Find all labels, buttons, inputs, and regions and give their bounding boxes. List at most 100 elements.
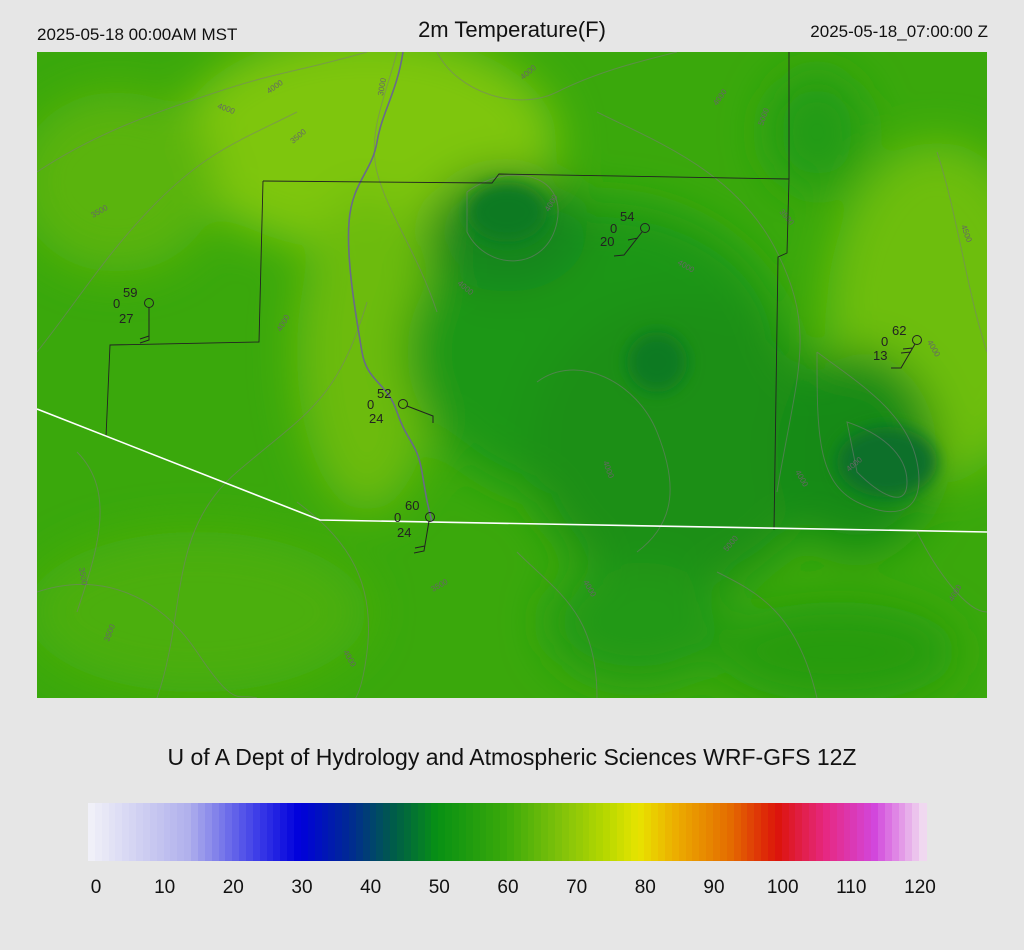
colorbar-segment xyxy=(239,803,247,861)
colorbar-segment xyxy=(314,803,323,861)
valid-time-utc: 2025-05-18_07:00:00 Z xyxy=(810,22,988,41)
station-plots: 59 0 27 54 0 20 52 0 24 60 0 24 xyxy=(113,209,922,554)
colorbar-segment xyxy=(884,803,893,861)
station-plot: 59 0 27 xyxy=(113,285,154,344)
colorbar-segment xyxy=(88,803,96,861)
colorbar-segment xyxy=(321,803,329,861)
colorbar-segment xyxy=(507,803,515,861)
station-marker-icon xyxy=(398,399,408,409)
wind-barb-icon xyxy=(139,307,150,344)
colorbar-segment xyxy=(774,803,783,861)
colorbar-segment xyxy=(218,803,226,861)
colorbar-segment xyxy=(266,803,275,861)
colorbar-segment xyxy=(726,803,735,861)
colorbar-segment xyxy=(136,803,144,861)
colorbar-segment xyxy=(438,803,446,861)
colorbar-segment xyxy=(225,803,233,861)
colorbar-segment xyxy=(871,803,879,861)
colorbar-tick: 20 xyxy=(222,877,244,898)
colorbar-segment xyxy=(142,803,151,861)
colorbar-segment xyxy=(527,803,536,861)
colorbar-segment xyxy=(658,803,666,861)
colorbar-tick: 80 xyxy=(634,877,656,898)
colorbar-segment xyxy=(349,803,357,861)
colorbar-tick: 100 xyxy=(766,877,799,898)
colorbar-segment xyxy=(651,803,659,861)
colorbar-segment xyxy=(637,803,645,861)
station-dewpoint: 27 xyxy=(119,311,133,326)
colorbar-segment xyxy=(568,803,577,861)
colorbar-segment xyxy=(850,803,858,861)
colorbar-segment xyxy=(829,803,838,861)
colorbar-segment xyxy=(905,803,913,861)
county-boundaries xyxy=(105,52,790,531)
colorbar-segment xyxy=(575,803,584,861)
colorbar-segment xyxy=(328,803,336,861)
station-precip: 0 xyxy=(113,296,120,311)
colorbar-segment xyxy=(417,803,426,861)
colorbar-tick: 120 xyxy=(904,877,936,898)
colorbar-segment xyxy=(891,803,900,861)
colorbar-tick: 0 xyxy=(90,877,102,898)
colorbar-segment xyxy=(699,803,707,861)
colorbar-segment xyxy=(623,803,632,861)
station-dewpoint: 24 xyxy=(369,411,383,426)
colorbar-segment xyxy=(781,803,790,861)
colorbar-segment xyxy=(197,803,206,861)
colorbar-segment xyxy=(678,803,687,861)
colorbar-segment xyxy=(898,803,906,861)
station-temp: 60 xyxy=(405,498,419,513)
station-precip: 0 xyxy=(610,221,617,236)
station-plot: 52 0 24 xyxy=(367,386,434,426)
colorbar-segment xyxy=(555,803,563,861)
colorbar-segment xyxy=(548,803,556,861)
colorbar-segment xyxy=(184,803,192,861)
colorbar-segment xyxy=(795,803,803,861)
station-marker-icon xyxy=(912,335,922,345)
station-plot: 60 0 24 xyxy=(394,498,435,554)
colorbar-segment xyxy=(836,803,845,861)
colorbar-segment xyxy=(706,803,714,861)
contour-label: 3500 xyxy=(77,567,89,587)
station-temp: 62 xyxy=(892,323,906,338)
wind-barb-icon xyxy=(406,405,434,423)
colorbar-segment xyxy=(472,803,481,861)
temperature-field xyxy=(37,52,987,698)
colorbar-segment xyxy=(610,803,618,861)
colorbar-segment xyxy=(94,803,103,861)
colorbar-segment xyxy=(204,803,213,861)
colorbar-segment xyxy=(335,803,343,861)
station-marker-icon xyxy=(640,223,650,233)
colorbar-segment xyxy=(403,803,412,861)
contour-label: 3000 xyxy=(376,77,388,97)
colorbar-segment xyxy=(115,803,123,861)
colorbar-segment xyxy=(754,803,762,861)
colorbar-segment xyxy=(458,803,467,861)
colorbar-tick: 30 xyxy=(291,877,313,898)
colorbar-segment xyxy=(101,803,110,861)
station-precip: 0 xyxy=(881,334,888,349)
station-plot: 62 0 13 xyxy=(873,323,922,369)
colorbar-segment xyxy=(740,803,748,861)
colorbar-segment xyxy=(445,803,453,861)
colorbar-segment xyxy=(534,803,542,861)
station-dewpoint: 24 xyxy=(397,525,411,540)
colorbar-segment xyxy=(307,803,316,861)
colorbar-segment xyxy=(280,803,288,861)
station-temp: 59 xyxy=(123,285,137,300)
colorbar-tick: 50 xyxy=(428,877,450,898)
colorbar-segment xyxy=(486,803,494,861)
colorbar-segment xyxy=(513,803,522,861)
terrain-contours xyxy=(37,52,987,698)
map-title: 2m Temperature(F) xyxy=(418,17,606,42)
colorbar-segment xyxy=(541,803,549,861)
colorbar-segment xyxy=(355,803,364,861)
colorbar-segment xyxy=(857,803,865,861)
colorbar-segment xyxy=(362,803,371,861)
colorbar-segment xyxy=(912,803,920,861)
colorbar-segment xyxy=(431,803,439,861)
colorbar-segment xyxy=(685,803,694,861)
colorbar-segment xyxy=(177,803,185,861)
river xyxy=(347,52,433,523)
colorbar-tick: 90 xyxy=(703,877,725,898)
